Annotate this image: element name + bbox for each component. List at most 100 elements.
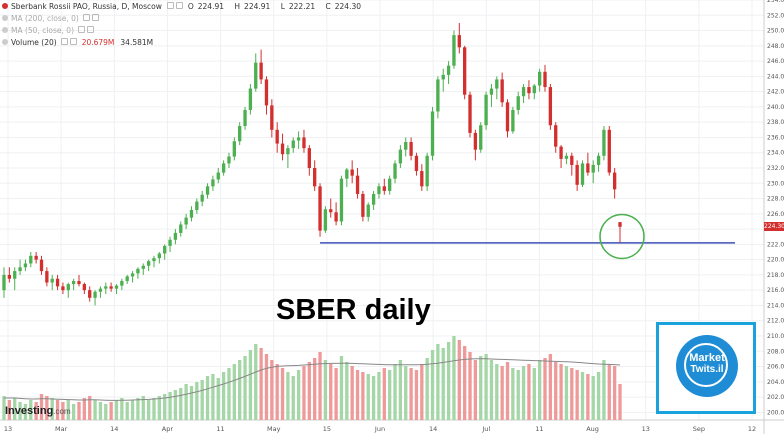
y-tick-label: 212.00 (767, 318, 784, 325)
candle-body (130, 273, 135, 277)
candle-body (441, 74, 445, 80)
y-tick-label: 208.00 (767, 348, 784, 355)
candle-body (243, 109, 247, 126)
volume-bar (382, 368, 386, 420)
volume-bar (280, 368, 285, 420)
settings-icon[interactable] (69, 37, 77, 45)
candle-body (157, 253, 161, 259)
eye-icon[interactable] (82, 13, 90, 21)
volume-bar (339, 356, 344, 420)
candle-body (473, 132, 478, 150)
candle-body (334, 212, 338, 222)
candle-body (109, 286, 113, 289)
volume-bar (602, 360, 606, 420)
candle-body (141, 265, 145, 269)
candle-body (179, 224, 183, 233)
eye-icon[interactable] (60, 37, 68, 45)
volume-bar (238, 360, 242, 420)
volume-bar (345, 362, 349, 420)
candle-body (39, 259, 44, 272)
legend-volume-row[interactable]: Volume (20) 20.679M 34.581M (0, 36, 369, 48)
volume-bar (527, 364, 531, 420)
ma50-label: MA (50, close, 0) (11, 25, 75, 35)
volume-bar (591, 376, 595, 420)
candle-body (463, 47, 467, 95)
candle-body (355, 175, 360, 194)
candle-body (377, 186, 381, 194)
chart-legend: Sberbank Rossii PAO, Russia, D, Moscow O… (0, 0, 369, 48)
volume-bar (436, 344, 440, 420)
volume-bar (205, 376, 210, 420)
candle-body (602, 129, 606, 156)
x-tick-label: Jun (374, 425, 385, 433)
y-tick-label: 230.00 (767, 180, 784, 187)
brand-suffix: .com (53, 407, 71, 416)
candle-body (318, 186, 322, 231)
eye-icon[interactable] (166, 1, 174, 9)
y-tick-label: 202.00 (767, 394, 784, 401)
y-tick-label: 238.00 (767, 119, 784, 126)
volume-bar (570, 368, 574, 420)
y-tick-label: 248.00 (767, 43, 784, 50)
volume-bar (307, 362, 311, 420)
volume-bar (511, 368, 515, 420)
candle-body (436, 79, 440, 112)
volume-bar (350, 366, 354, 420)
y-tick-label: 240.00 (767, 104, 784, 111)
x-tick-label: 14 (110, 425, 118, 433)
volume-bar (254, 344, 258, 420)
volume-bar (216, 378, 220, 420)
x-tick-label: 15 (323, 425, 331, 433)
legend-ma50-row[interactable]: MA (50, close, 0) (0, 24, 369, 36)
x-tick-label: May (267, 425, 281, 433)
settings-icon[interactable] (87, 25, 95, 33)
candle-body (532, 85, 536, 94)
candle-body (2, 274, 6, 291)
volume-bar (495, 364, 499, 420)
volume-bar (355, 370, 360, 420)
candle-body (146, 261, 151, 266)
volume-bar (452, 336, 456, 420)
candle-body (184, 217, 188, 225)
legend-controls[interactable] (166, 0, 184, 13)
volume-bar (232, 364, 236, 420)
volume-ma-value: 34.581M (120, 37, 154, 47)
volume-bar (34, 402, 38, 420)
candle-body (452, 35, 456, 66)
candle-body (195, 201, 199, 210)
volume-bar (425, 358, 429, 420)
legend-ma200-row[interactable]: MA (200, close, 0) (0, 12, 369, 24)
volume-bar (18, 402, 22, 420)
volume-bar (521, 366, 526, 420)
volume-bar (211, 374, 215, 420)
volume-bar (243, 356, 247, 420)
volume-bar (23, 404, 28, 420)
candle-body (173, 232, 178, 240)
candle-body (88, 290, 92, 298)
volume-bar (184, 384, 188, 420)
candle-body (495, 79, 499, 89)
settings-icon[interactable] (175, 1, 183, 9)
volume-bar (270, 360, 274, 420)
eye-icon[interactable] (78, 25, 86, 33)
volume-bar (323, 360, 328, 420)
candle-body (270, 105, 274, 130)
volume-bar (388, 370, 392, 420)
settings-icon[interactable] (91, 13, 99, 21)
volume-label: Volume (20) (11, 37, 57, 47)
candle-body (66, 284, 70, 291)
y-tick-label: 232.00 (767, 165, 784, 172)
x-tick-label: Sep (693, 425, 705, 433)
x-tick-label: 14 (429, 425, 437, 433)
candle-body (125, 276, 129, 282)
logo-line2: Twits.il (690, 364, 724, 375)
volume-bar (414, 370, 419, 420)
volume-bar (29, 400, 33, 420)
volume-bar (104, 404, 108, 420)
candle-body (554, 125, 558, 147)
y-tick-label: 242.00 (767, 89, 784, 96)
volume-bar (82, 398, 87, 420)
candle-body (13, 271, 17, 279)
volume-bar (179, 388, 183, 420)
